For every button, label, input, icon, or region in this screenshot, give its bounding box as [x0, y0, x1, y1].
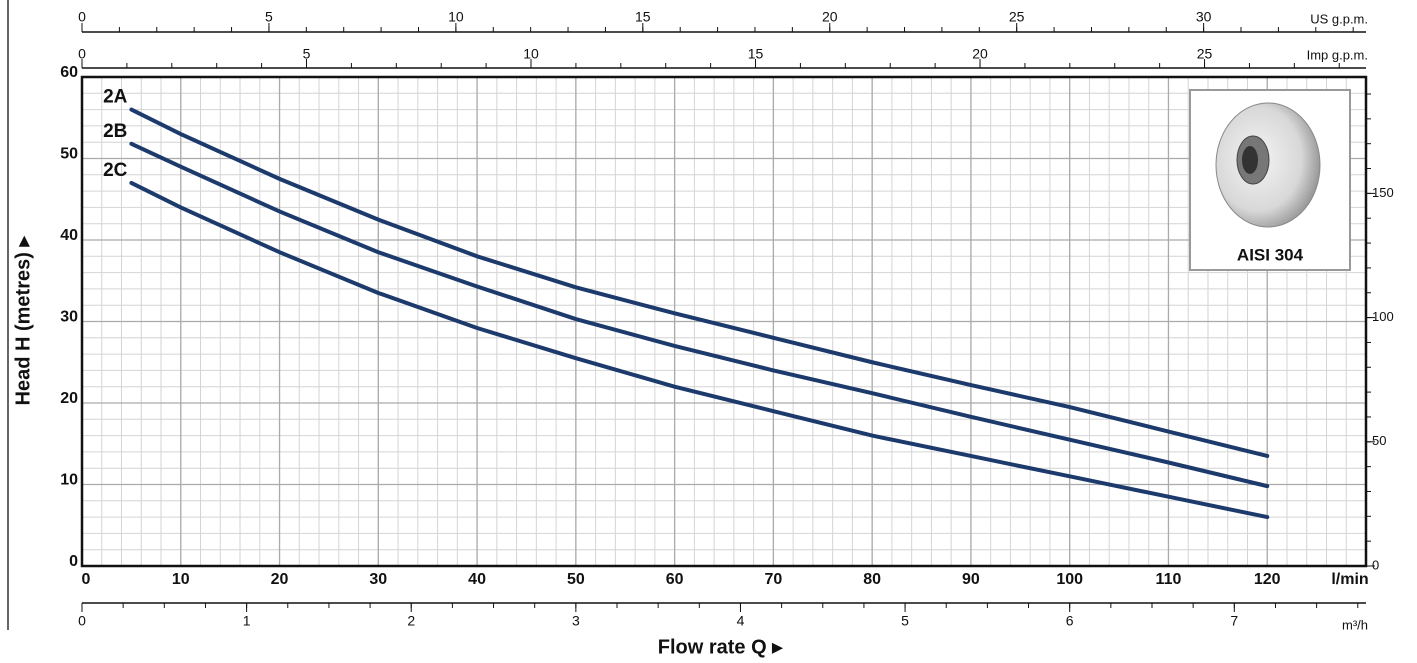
y-tick-label: 0 — [69, 553, 78, 570]
tick-label: 30 — [1196, 9, 1212, 25]
x-tick-label: 110 — [1156, 571, 1182, 588]
x-tick-label: 60 — [666, 571, 684, 588]
tick-label: 15 — [635, 9, 651, 25]
tick-label: 2 — [407, 613, 415, 629]
series-label: 2B — [103, 121, 127, 142]
y2-tick-label: 150 — [1372, 185, 1394, 200]
x-tick-label: 100 — [1056, 571, 1083, 588]
y-tick-label: 10 — [60, 472, 78, 489]
impeller-bore — [1242, 146, 1258, 174]
top-unit: Imp g.p.m. — [1307, 47, 1368, 62]
tick-label: 20 — [822, 9, 838, 25]
tick-label: 3 — [572, 613, 580, 629]
x-tick-label: 10 — [172, 571, 190, 588]
tick-label: 0 — [78, 46, 86, 62]
y-axis-title: Head H (metres) ▸ — [12, 236, 34, 406]
tick-label: 6 — [1066, 613, 1074, 629]
y-tick-label: 40 — [60, 227, 78, 244]
marks: 2A 2B 2C — [103, 87, 1270, 520]
tick-label: 10 — [448, 9, 464, 25]
x-unit: l/min — [1331, 571, 1368, 588]
y2-tick-label: 50 — [1372, 433, 1386, 448]
x-tick-label: 40 — [468, 571, 486, 588]
series-label: 2A — [103, 87, 128, 108]
curve — [129, 180, 1270, 520]
tick-label: 4 — [737, 613, 745, 629]
tick-label: 7 — [1230, 613, 1238, 629]
x-tick-label: 30 — [369, 571, 387, 588]
x-tick-label: 50 — [567, 571, 585, 588]
tick-label: 5 — [901, 613, 909, 629]
inset-label: AISI 304 — [1237, 245, 1304, 264]
y-tick-label: 30 — [60, 309, 78, 326]
series-label: 2C — [103, 160, 128, 181]
top-unit: US g.p.m. — [1310, 11, 1368, 26]
y2-tick-label: 100 — [1372, 309, 1394, 324]
tick-label: 0 — [78, 9, 86, 25]
curve — [129, 107, 1270, 458]
y-tick-label: 50 — [60, 146, 78, 163]
bottom-unit: m³/h — [1342, 617, 1368, 632]
tick-label: 0 — [78, 613, 86, 629]
y-tick-label: 60 — [60, 64, 78, 81]
tick-label: 20 — [972, 46, 988, 62]
tick-label: 10 — [523, 46, 539, 62]
x-axis-title: Flow rate Q ▸ — [658, 636, 783, 658]
x-tick-label: 20 — [271, 571, 289, 588]
plot-frame — [80, 75, 1368, 568]
y-tick-label: 20 — [60, 390, 78, 407]
tick-label: 1 — [243, 613, 251, 629]
tick-label: 5 — [265, 9, 273, 25]
x-tick-label: 0 — [82, 571, 91, 588]
grid — [81, 76, 1367, 567]
tick-label: 5 — [303, 46, 311, 62]
tick-label: 25 — [1197, 46, 1213, 62]
x-tick-label: 90 — [962, 571, 980, 588]
tick-label: 25 — [1009, 9, 1025, 25]
curve — [129, 141, 1270, 489]
tick-label: 15 — [748, 46, 764, 62]
x-tick-label: 70 — [764, 571, 782, 588]
y2-tick-label: 0 — [1372, 557, 1379, 572]
x-tick-label: 80 — [863, 571, 881, 588]
x-tick-label: 120 — [1254, 571, 1281, 588]
inset: AISI 304 — [1189, 89, 1351, 271]
